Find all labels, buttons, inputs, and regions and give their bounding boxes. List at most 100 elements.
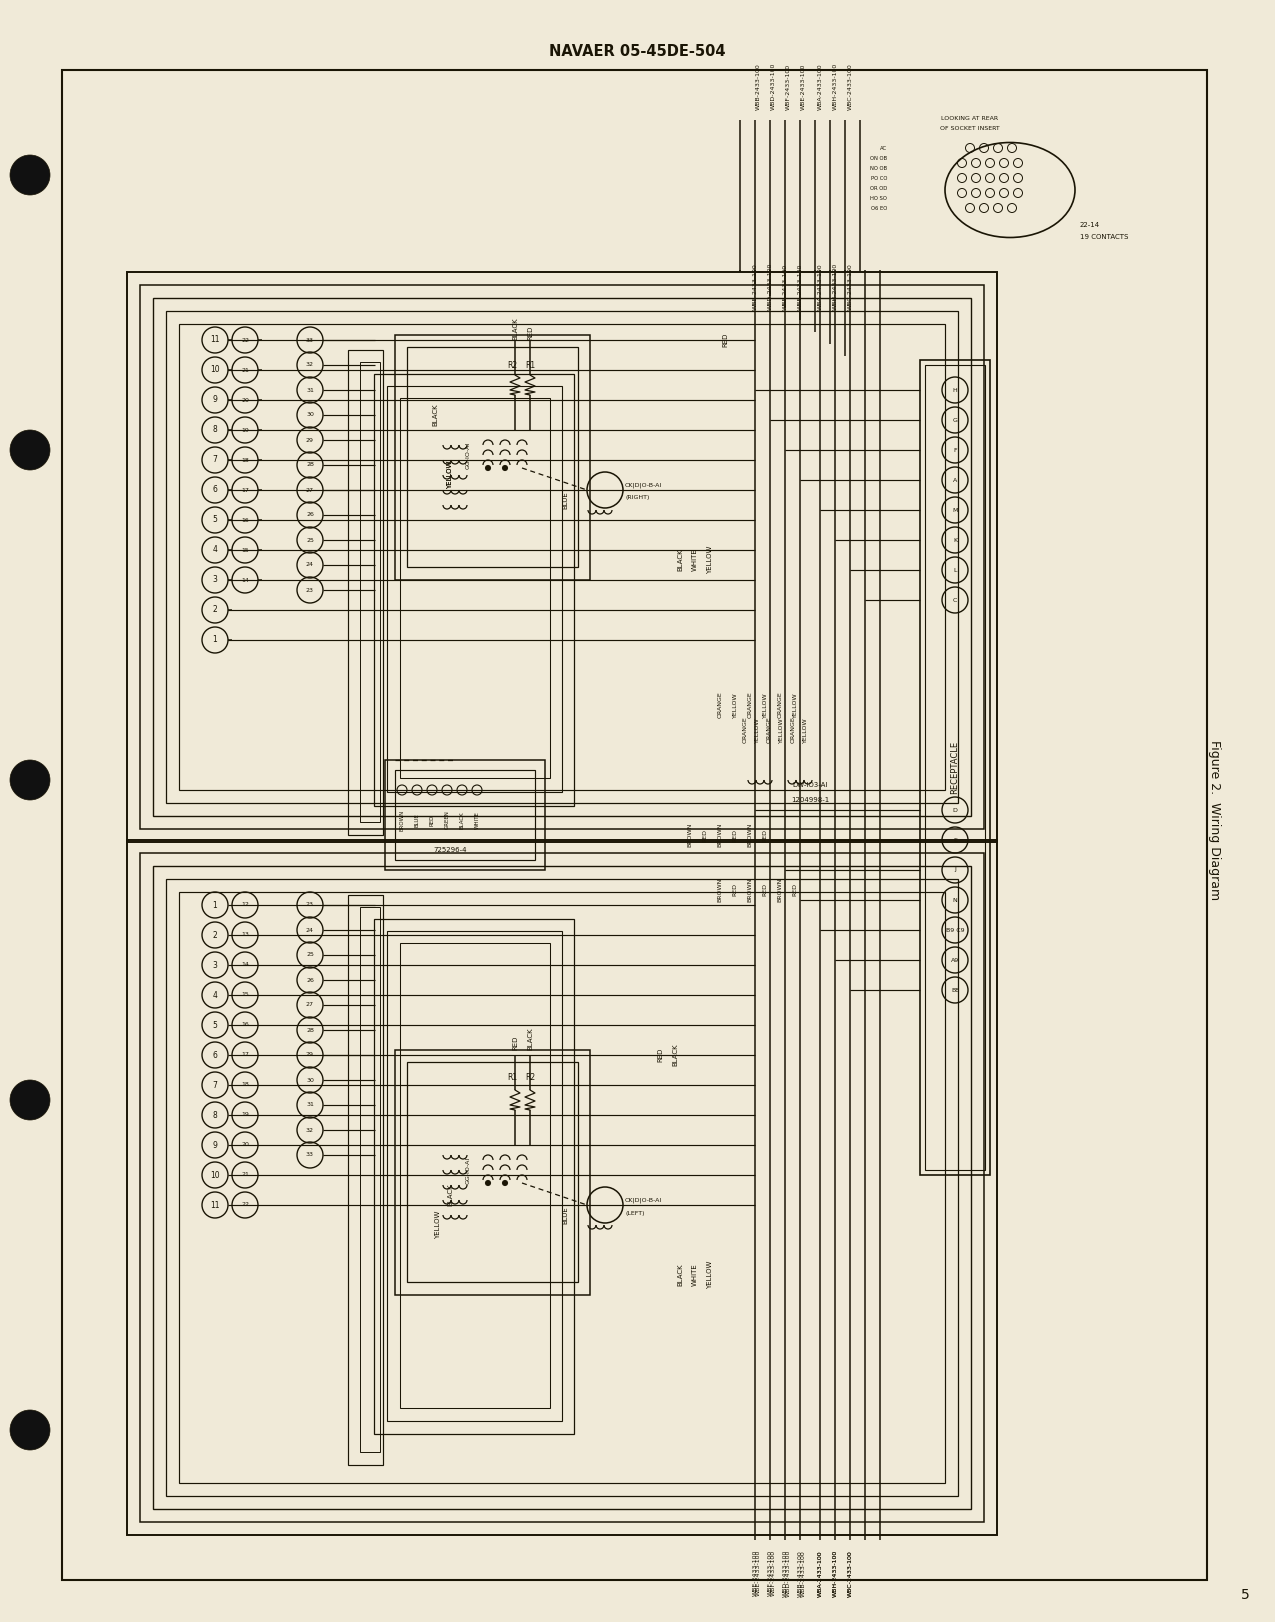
Text: BLUE: BLUE [562, 1207, 567, 1225]
Text: YELLOW: YELLOW [733, 693, 737, 719]
Text: OF SOCKET INSERT: OF SOCKET INSERT [940, 127, 1000, 131]
Text: B8: B8 [951, 988, 959, 993]
Text: ORANGE: ORANGE [718, 691, 723, 719]
Text: O6 EO: O6 EO [871, 206, 887, 211]
Text: RED: RED [430, 814, 435, 826]
Text: 1: 1 [213, 636, 217, 644]
Text: 7: 7 [213, 456, 218, 464]
Text: ORANGE: ORANGE [790, 717, 796, 743]
Text: K: K [952, 537, 958, 542]
Text: WBE-2433-100: WBE-2433-100 [756, 1551, 760, 1596]
Text: 3: 3 [213, 960, 218, 970]
Text: WBA-2433-100: WBA-2433-100 [817, 1551, 822, 1596]
Bar [153, 298, 972, 816]
Text: 31: 31 [306, 388, 314, 393]
Text: 6: 6 [213, 485, 218, 495]
Bar [348, 895, 382, 1465]
Bar [166, 879, 958, 1495]
Text: BROWN: BROWN [778, 878, 783, 902]
Text: WHITE: WHITE [692, 548, 697, 571]
Text: NO OB: NO OB [870, 165, 887, 170]
Text: B9 C9: B9 C9 [946, 928, 964, 933]
Text: 18: 18 [241, 457, 249, 462]
Text: WBD-2433-100: WBD-2433-100 [768, 263, 773, 310]
Text: 14: 14 [241, 577, 249, 582]
Text: 5: 5 [213, 1020, 218, 1030]
Bar [140, 285, 984, 829]
Text: 21: 21 [241, 368, 249, 373]
Text: F: F [954, 448, 956, 453]
Text: BROWN: BROWN [399, 809, 404, 830]
Bar [924, 365, 986, 1169]
Text: A9: A9 [951, 957, 959, 962]
Text: 1: 1 [213, 900, 217, 910]
Bar [128, 272, 997, 842]
Text: 10: 10 [210, 1171, 219, 1179]
Text: RED: RED [722, 333, 728, 347]
Text: WBD-2433-100: WBD-2433-100 [770, 63, 775, 110]
Text: 12: 12 [241, 902, 249, 907]
Text: YELLOW: YELLOW [755, 717, 760, 743]
Bar [179, 892, 945, 1483]
Text: 28: 28 [306, 462, 314, 467]
Text: BROWN: BROWN [747, 878, 752, 902]
Text: 2: 2 [213, 931, 217, 939]
Text: C: C [952, 597, 958, 602]
Bar [360, 907, 380, 1452]
Bar [360, 362, 380, 822]
Bar [388, 931, 562, 1421]
Text: YELLOW: YELLOW [762, 693, 768, 719]
Text: 2: 2 [213, 605, 217, 615]
Text: 3: 3 [213, 576, 218, 584]
Text: BLACK: BLACK [513, 318, 518, 341]
Text: YELLOW: YELLOW [793, 693, 797, 719]
Text: 20: 20 [241, 1142, 249, 1147]
Text: CK|D|O-B-AI: CK|D|O-B-AI [625, 482, 662, 488]
Text: OR OD: OR OD [870, 185, 887, 190]
Text: 5: 5 [1241, 1588, 1250, 1603]
Text: 30: 30 [306, 412, 314, 417]
Bar [395, 1049, 590, 1294]
Text: (LEFT): (LEFT) [625, 1210, 644, 1215]
Text: 23: 23 [306, 587, 314, 592]
Text: 5: 5 [213, 516, 218, 524]
Text: WBF-2433-100: WBF-2433-100 [783, 264, 788, 310]
Text: BLUE: BLUE [414, 813, 419, 827]
Bar [400, 397, 550, 779]
Text: 4: 4 [213, 545, 218, 555]
Text: 7: 7 [213, 1080, 218, 1090]
Text: WBH-2433-100: WBH-2433-100 [833, 263, 838, 310]
Text: 28: 28 [306, 1027, 314, 1033]
Text: WBA-2433-100: WBA-2433-100 [817, 1551, 822, 1596]
Bar [395, 770, 536, 860]
Text: RED: RED [703, 829, 708, 842]
Text: ORANGE: ORANGE [747, 691, 752, 719]
Circle shape [502, 1179, 507, 1186]
Text: WBB-2433-100: WBB-2433-100 [752, 263, 757, 310]
Text: RED: RED [762, 884, 768, 897]
Text: WHITE: WHITE [692, 1264, 697, 1286]
Text: BLACK: BLACK [527, 1027, 533, 1049]
Text: 32: 32 [306, 1127, 314, 1132]
Text: GG-IO-AI: GG-IO-AI [465, 441, 470, 469]
Circle shape [10, 1080, 50, 1121]
Text: 8: 8 [213, 1111, 217, 1119]
Text: WBB-2433-100: WBB-2433-100 [797, 1551, 802, 1596]
Text: 11: 11 [210, 1200, 219, 1210]
Text: D: D [952, 808, 958, 813]
Text: RED: RED [513, 1035, 518, 1049]
Bar [153, 866, 972, 1508]
Bar [128, 840, 997, 1534]
Bar [166, 311, 958, 803]
Text: 17: 17 [241, 488, 249, 493]
Bar [348, 350, 382, 835]
Text: 27: 27 [306, 488, 314, 493]
Text: WBH-2433-100: WBH-2433-100 [833, 1551, 838, 1598]
Text: YELLOW: YELLOW [779, 717, 784, 743]
Circle shape [10, 1410, 50, 1450]
Circle shape [502, 466, 507, 470]
Bar [374, 375, 574, 806]
Text: ORANGE: ORANGE [778, 691, 783, 719]
Text: CK|D|O-B-AI: CK|D|O-B-AI [625, 1197, 662, 1204]
Text: WBC-2433-100: WBC-2433-100 [848, 1551, 853, 1596]
